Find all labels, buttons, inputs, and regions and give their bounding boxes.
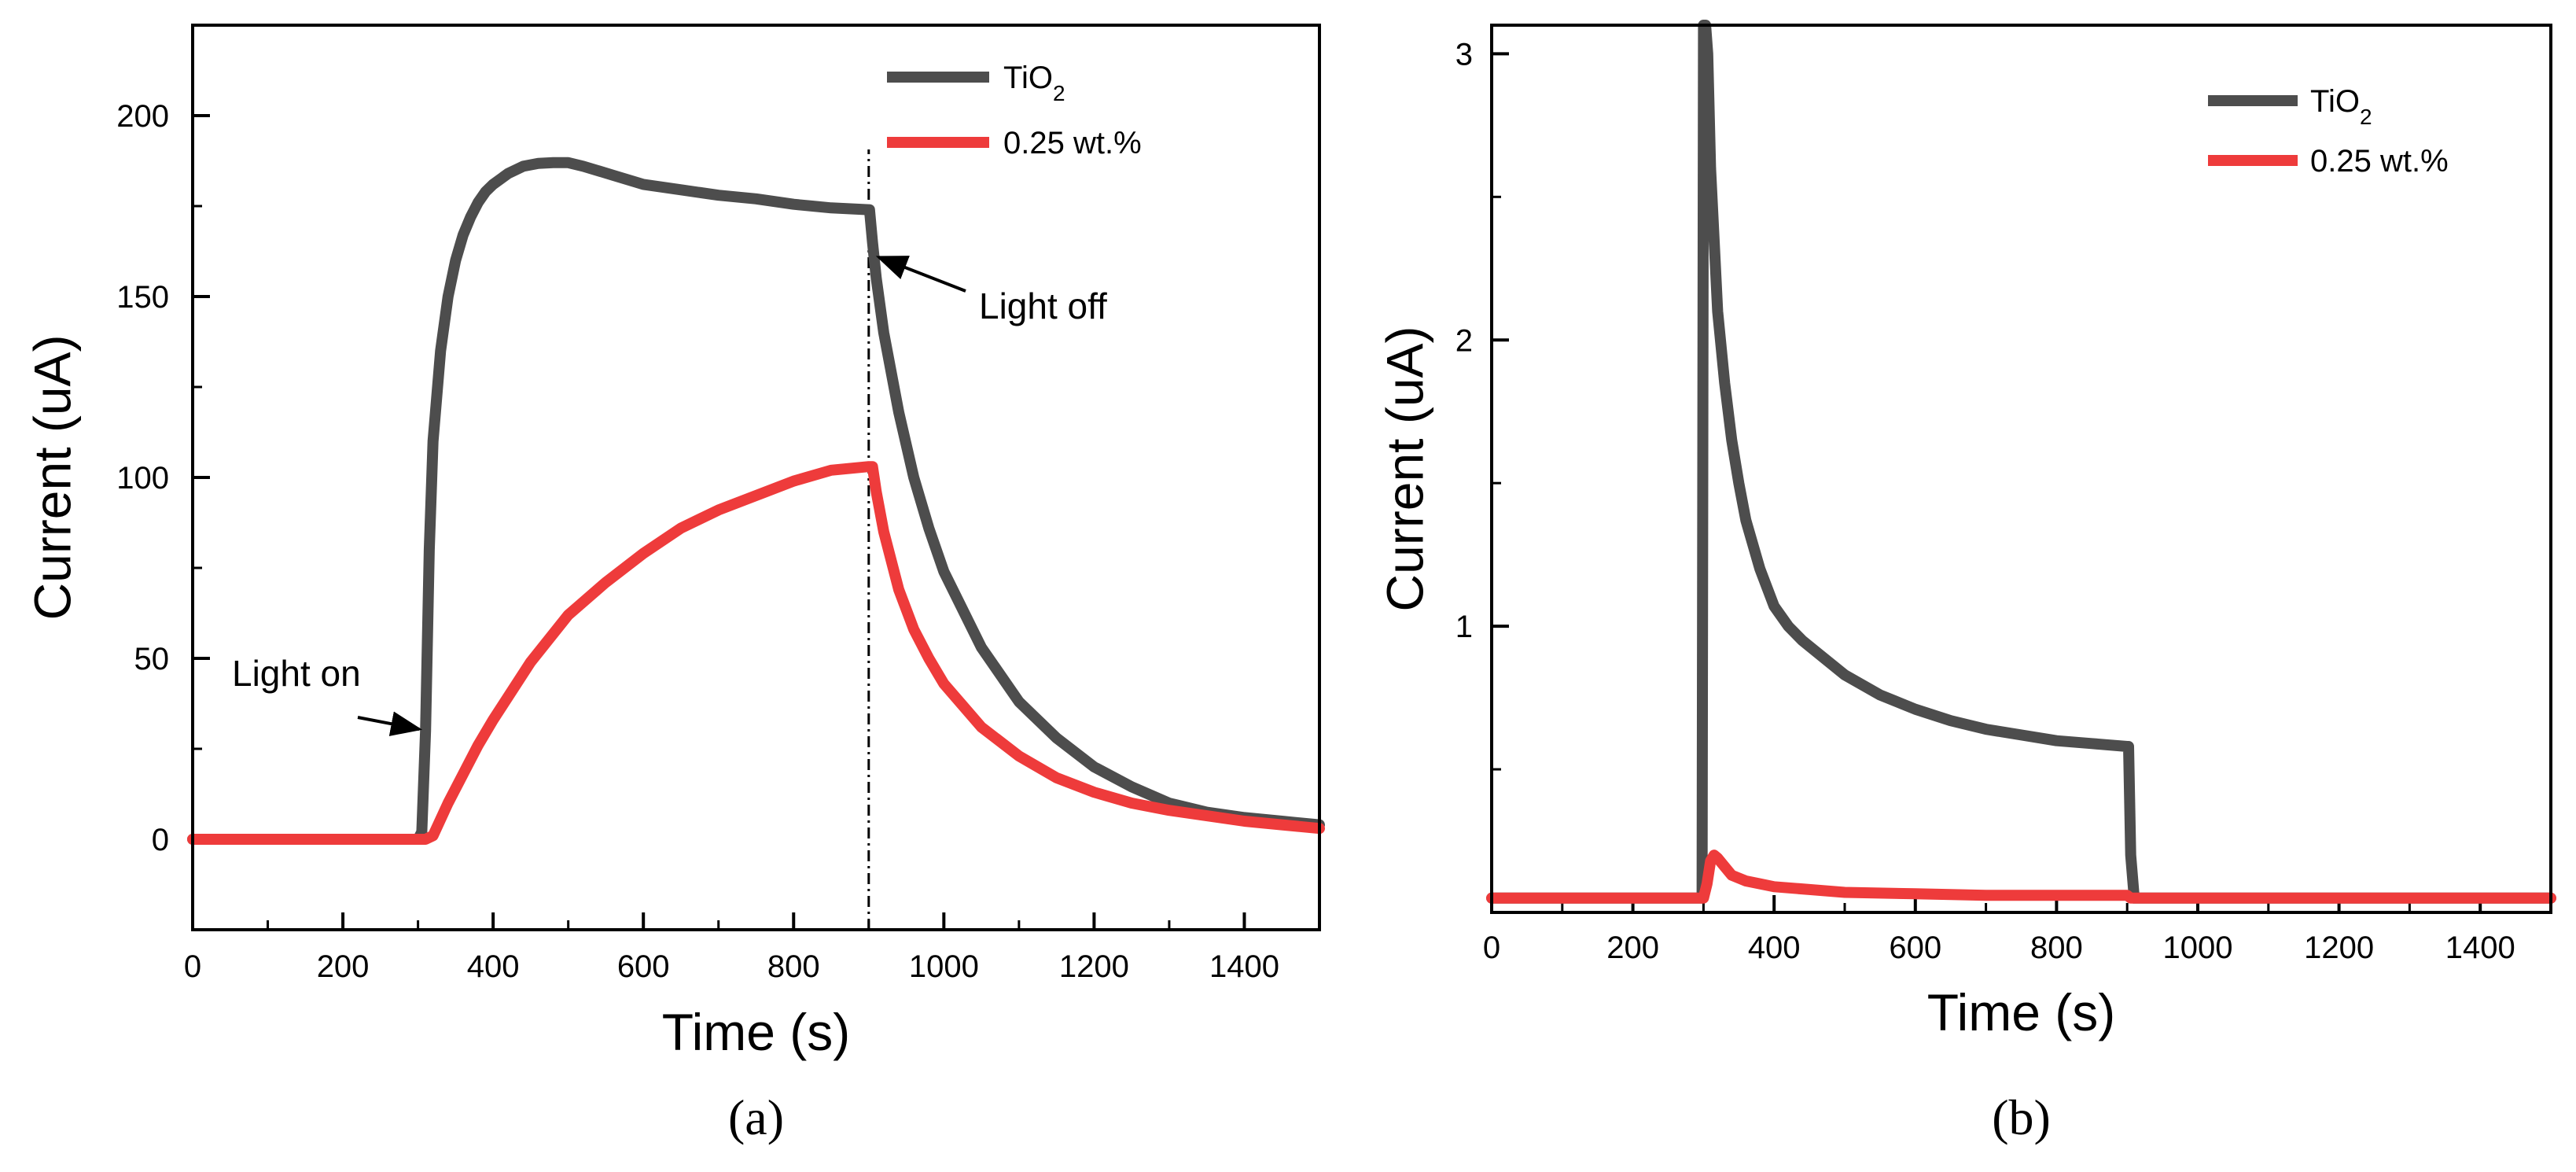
x-tick-label: 200 <box>317 949 370 984</box>
x-tick-label: 1000 <box>909 949 979 984</box>
x-tick-label: 400 <box>467 949 520 984</box>
x-tick-label: 1200 <box>2304 931 2374 965</box>
x-tick-label: 1000 <box>2163 931 2233 965</box>
panel-a-legend-label-tio2: TiO2 <box>1003 61 1065 105</box>
x-tick-label: 1400 <box>1209 949 1279 984</box>
panel-b-y-axis-label: Current (uA) <box>1375 326 1433 611</box>
panel-a-chart: 0 200 400 600 800 1000 1200 1400 0 50 100 150 200 T… <box>23 24 1325 1145</box>
panel-b-x-axis-label: Time (s) <box>1927 983 2116 1041</box>
panel-a-plot-frame <box>191 24 1321 931</box>
panel-a-legend-label-025wt: 0.25 wt.% <box>1003 126 1142 160</box>
panel-b-chart: 0 200 400 600 800 1000 1200 1400 1 2 3 Time (s) C… <box>1375 20 2556 1145</box>
panel-a-series-025wt <box>187 461 1325 845</box>
panel-b-plot-frame <box>1490 24 2552 914</box>
y-tick-label: 3 <box>1455 37 1473 72</box>
y-tick-label: 100 <box>116 461 169 496</box>
y-tick-label: 50 <box>134 642 170 676</box>
panel-a-x-axis-label: Time (s) <box>662 1003 851 1061</box>
x-tick-label: 800 <box>767 949 820 984</box>
panel-b-legend: TiO2 0.25 wt.% <box>2208 84 2449 179</box>
x-tick-label: 1400 <box>2445 931 2515 965</box>
panel-a-arrow-light-off <box>875 256 966 293</box>
panel-a-legend: TiO2 0.25 wt.% <box>887 61 1142 160</box>
y-tick-label: 1 <box>1455 610 1473 644</box>
y-tick-label: 150 <box>116 280 169 315</box>
x-tick-label: 600 <box>1889 931 1941 965</box>
panel-a-caption: (a) <box>728 1089 784 1145</box>
y-tick-label: 2 <box>1455 323 1473 358</box>
y-tick-label: 0 <box>152 823 169 857</box>
x-tick-label: 200 <box>1606 931 1659 965</box>
x-tick-label: 800 <box>2030 931 2083 965</box>
panel-b-legend-label-025wt: 0.25 wt.% <box>2310 144 2449 179</box>
panel-b-caption: (b) <box>1992 1089 2051 1145</box>
panel-a-annotation-light-off: Light off <box>979 286 1107 326</box>
x-tick-label: 400 <box>1748 931 1801 965</box>
panel-a-y-ticks: 0 50 100 150 200 <box>116 24 210 931</box>
panel-b-y-ticks: 1 2 3 <box>1455 37 1509 914</box>
panel-a-x-ticks: 0 200 400 600 800 1000 1200 1400 <box>184 912 1279 984</box>
panel-a-arrow-light-on <box>357 711 423 736</box>
panel-a-series-tio2 <box>187 157 1325 845</box>
x-tick-label: 0 <box>184 949 201 984</box>
x-tick-label: 1200 <box>1059 949 1129 984</box>
panel-b-series-025wt <box>1486 850 2556 904</box>
y-tick-label: 200 <box>116 99 169 134</box>
panel-a-annotation-light-on: Light on <box>232 653 361 694</box>
panel-b-legend-label-tio2: TiO2 <box>2310 84 2372 129</box>
panel-a-y-axis-label: Current (uA) <box>23 334 81 620</box>
panel-b-x-ticks: 0 200 400 600 800 1000 1200 1400 <box>1483 895 2515 965</box>
x-tick-label: 600 <box>617 949 670 984</box>
x-tick-label: 0 <box>1483 931 1500 965</box>
